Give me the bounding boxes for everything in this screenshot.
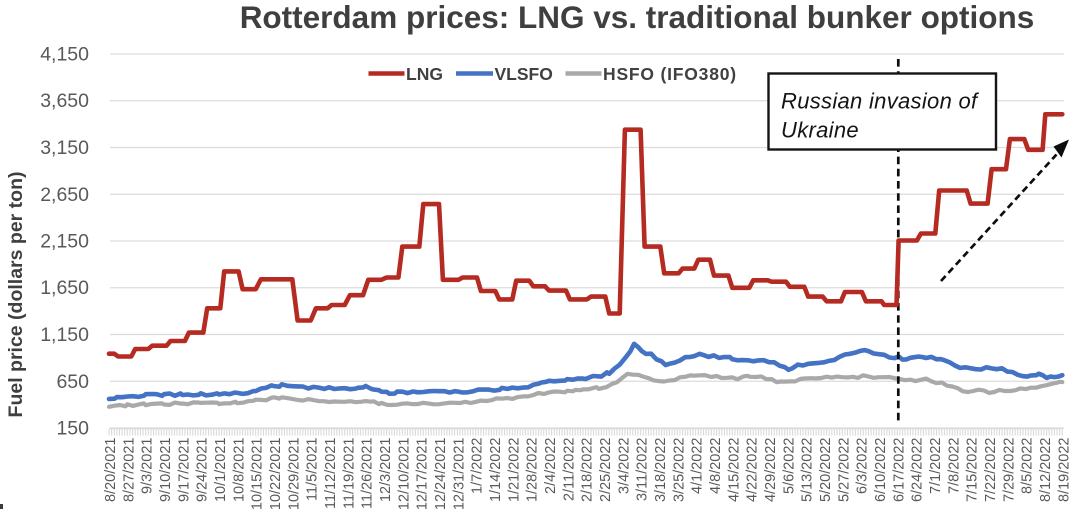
svg-text:3,150: 3,150 bbox=[40, 137, 89, 159]
svg-text:4/15/2022: 4/15/2022 bbox=[726, 438, 742, 503]
svg-text:5/20/2022: 5/20/2022 bbox=[818, 438, 834, 503]
svg-text:11/12/2021: 11/12/2021 bbox=[323, 438, 339, 510]
svg-text:3/18/2022: 3/18/2022 bbox=[653, 438, 669, 503]
svg-text:9/3/2021: 9/3/2021 bbox=[140, 438, 156, 494]
svg-text:4/29/2022: 4/29/2022 bbox=[763, 438, 779, 503]
svg-text:Ukraine: Ukraine bbox=[781, 118, 859, 143]
svg-text:1/28/2022: 1/28/2022 bbox=[525, 438, 541, 503]
svg-text:4/8/2022: 4/8/2022 bbox=[708, 438, 724, 494]
svg-text:10/29/2021: 10/29/2021 bbox=[286, 438, 302, 510]
svg-text:1,150: 1,150 bbox=[40, 324, 89, 346]
svg-text:2/4/2022: 2/4/2022 bbox=[543, 438, 559, 494]
svg-text:650: 650 bbox=[56, 371, 89, 393]
svg-text:3/25/2022: 3/25/2022 bbox=[671, 438, 687, 503]
svg-text:2,650: 2,650 bbox=[40, 184, 89, 206]
svg-text:1/7/2022: 1/7/2022 bbox=[470, 437, 486, 493]
svg-text:9/17/2021: 9/17/2021 bbox=[176, 438, 192, 503]
svg-text:7/22/2022: 7/22/2022 bbox=[983, 438, 999, 503]
svg-text:3/4/2022: 3/4/2022 bbox=[616, 438, 632, 494]
svg-text:1,650: 1,650 bbox=[40, 277, 89, 299]
svg-text:2/25/2022: 2/25/2022 bbox=[598, 438, 614, 503]
svg-text:10/15/2021: 10/15/2021 bbox=[250, 438, 266, 510]
svg-text:2,150: 2,150 bbox=[40, 231, 89, 253]
svg-text:7/1/2022: 7/1/2022 bbox=[928, 438, 944, 494]
svg-text:12/31/2021: 12/31/2021 bbox=[451, 438, 467, 510]
svg-text:6/10/2022: 6/10/2022 bbox=[873, 438, 889, 503]
svg-text:2/18/2022: 2/18/2022 bbox=[580, 438, 596, 503]
svg-text:6/17/2022: 6/17/2022 bbox=[891, 438, 907, 503]
svg-text:8/27/2021: 8/27/2021 bbox=[121, 438, 137, 503]
svg-text:7/29/2022: 7/29/2022 bbox=[1001, 438, 1017, 503]
svg-text:Russian invasion of: Russian invasion of bbox=[781, 89, 980, 114]
svg-text:10/1/2021: 10/1/2021 bbox=[213, 438, 229, 503]
svg-text:4,150: 4,150 bbox=[40, 44, 89, 66]
svg-text:5/6/2022: 5/6/2022 bbox=[781, 438, 797, 494]
svg-text:12/24/2021: 12/24/2021 bbox=[433, 438, 449, 510]
svg-text:VLSFO: VLSFO bbox=[495, 64, 553, 84]
svg-text:3,650: 3,650 bbox=[40, 90, 89, 112]
svg-text:12/10/2021: 12/10/2021 bbox=[396, 438, 412, 510]
svg-text:5/27/2022: 5/27/2022 bbox=[836, 438, 852, 503]
svg-text:11/5/2021: 11/5/2021 bbox=[305, 438, 321, 501]
svg-text:8/12/2022: 8/12/2022 bbox=[1038, 438, 1054, 503]
svg-text:Rotterdam prices: LNG vs. trad: Rotterdam prices: LNG vs. traditional bu… bbox=[240, 0, 1035, 35]
svg-text:4/1/2022: 4/1/2022 bbox=[690, 438, 706, 494]
svg-text:1/14/2022: 1/14/2022 bbox=[488, 438, 504, 503]
svg-text:2/11/2022: 2/11/2022 bbox=[561, 438, 577, 501]
svg-text:10/8/2021: 10/8/2021 bbox=[231, 438, 247, 503]
svg-text:6/24/2022: 6/24/2022 bbox=[910, 438, 926, 503]
svg-text:11/26/2021: 11/26/2021 bbox=[360, 438, 376, 510]
svg-text:9/24/2021: 9/24/2021 bbox=[195, 438, 211, 503]
svg-text:8/5/2022: 8/5/2022 bbox=[1020, 438, 1036, 494]
svg-text:8/19/2022: 8/19/2022 bbox=[1056, 438, 1072, 503]
svg-text:7/15/2022: 7/15/2022 bbox=[965, 438, 981, 503]
svg-text:4/22/2022: 4/22/2022 bbox=[745, 438, 761, 503]
svg-text:11/19/2021: 11/19/2021 bbox=[341, 438, 357, 510]
svg-text:8/20/2021: 8/20/2021 bbox=[103, 438, 119, 503]
svg-text:5/13/2022: 5/13/2022 bbox=[800, 438, 816, 503]
svg-text:9/10/2021: 9/10/2021 bbox=[158, 438, 174, 503]
svg-text:12/3/2021: 12/3/2021 bbox=[378, 438, 394, 503]
svg-text:Fuel price (dollars per ton): Fuel price (dollars per ton) bbox=[5, 172, 27, 418]
svg-text:1/21/2022: 1/21/2022 bbox=[506, 438, 522, 503]
svg-text:3/11/2022: 3/11/2022 bbox=[635, 438, 651, 501]
svg-text:HSFO (IFO380): HSFO (IFO380) bbox=[603, 64, 737, 84]
svg-text:150: 150 bbox=[56, 418, 89, 440]
svg-text:LNG: LNG bbox=[406, 64, 443, 84]
svg-text:7/8/2022: 7/8/2022 bbox=[946, 438, 962, 494]
svg-text:10/22/2021: 10/22/2021 bbox=[268, 438, 284, 510]
svg-text:12/17/2021: 12/17/2021 bbox=[415, 438, 431, 510]
svg-text:6/3/2022: 6/3/2022 bbox=[855, 438, 871, 494]
